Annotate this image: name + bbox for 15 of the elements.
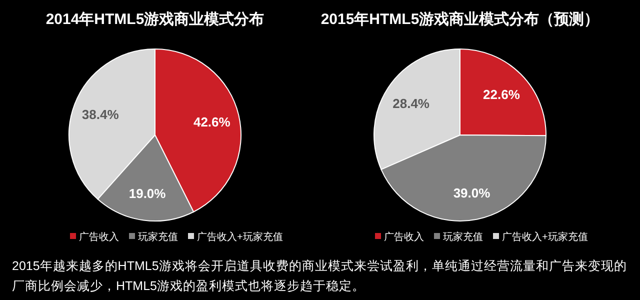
data-label: 38.4%: [82, 107, 120, 122]
legend-label: 广告收入+玩家充值: [502, 231, 588, 243]
legend-label: 广告收入: [384, 231, 424, 243]
text: 2015年越来越多的HTML5游戏将会开启道具收费的商业模式来尝试盈利，单纯通过经营流量和广告来变现的厂商比例会减少，HTML5游戏的盈利模式也将逐步趋于稳定。: [12, 258, 628, 295]
data-label: 42.6%: [193, 114, 231, 130]
legend-label: 玩家充值: [443, 231, 483, 243]
chart-title: 2014年HTML5游戏商业模式分布: [46, 10, 264, 28]
data-label: 39.0%: [453, 185, 491, 200]
chart-title: 2015年HTML5游戏商业模式分布（预测）: [320, 10, 600, 28]
legend-label: 玩家充值: [138, 231, 178, 243]
data-label: 28.4%: [392, 96, 430, 111]
data-label: 22.6%: [483, 86, 520, 102]
legend-label: 广告收入+玩家充值: [197, 231, 283, 243]
legend-label: 广告收入: [79, 231, 119, 243]
data-label: 19.0%: [128, 186, 166, 201]
